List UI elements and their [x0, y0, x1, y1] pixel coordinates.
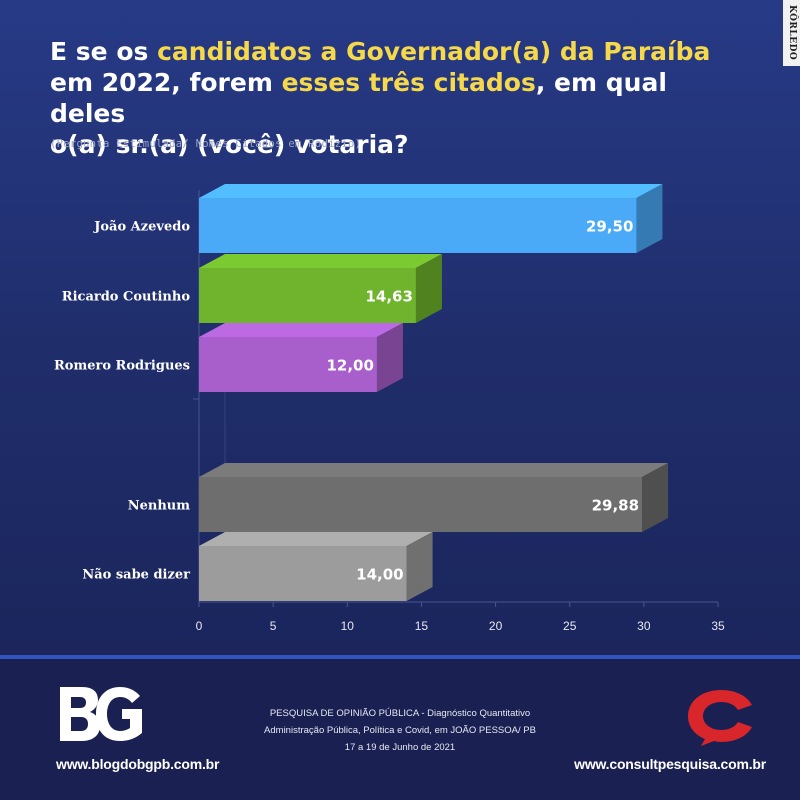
x-tick-label: 15	[415, 619, 429, 633]
bar-side-face	[415, 254, 442, 323]
title-part-1: E se os	[50, 37, 158, 66]
title-part-2: em 2022, forem	[50, 68, 282, 97]
bar-side-face	[636, 184, 663, 253]
data-label: 29,50	[586, 218, 633, 236]
category-label: João Azevedo	[93, 220, 190, 235]
bar-side-face	[376, 323, 403, 392]
data-label: 12,00	[326, 357, 373, 375]
title-highlight-2: esses três citados	[281, 68, 536, 97]
bar-side-face	[642, 463, 669, 532]
category-label: Romero Rodrigues	[54, 359, 190, 374]
bar-top-face	[199, 323, 403, 337]
survey-info-line-3: 17 a 19 de Junho de 2021	[344, 742, 456, 753]
title-part-4: o(a) sr.(a) (você) votaria?	[50, 130, 409, 159]
footer-divider	[0, 655, 800, 659]
x-tick-label: 5	[270, 619, 277, 633]
survey-info: PESQUISA DE OPINIÃO PÚBLICA - Diagnóstic…	[220, 705, 580, 756]
bar-top-face	[199, 254, 442, 268]
category-label: Nenhum	[128, 499, 191, 514]
site-left-link[interactable]: www.blogdobgpb.com.br	[56, 756, 220, 772]
chart-title: E se os candidatos a Governador(a) da Pa…	[50, 36, 750, 160]
bar	[199, 268, 416, 323]
watermark-stamp: KÔRLEDO	[783, 0, 800, 66]
data-label: 14,63	[365, 288, 412, 306]
category-label: Não sabe dizer	[82, 568, 190, 583]
data-label: 14,00	[356, 566, 403, 584]
data-label: 29,88	[592, 497, 639, 515]
title-highlight-1: candidatos a Governador(a) da Paraíba	[157, 37, 711, 66]
bar	[199, 477, 643, 532]
bar-top-face	[199, 532, 433, 546]
x-tick-label: 35	[711, 619, 725, 633]
x-tick-label: 20	[489, 619, 503, 633]
survey-info-line-2: Administração Pública, Política e Covid,…	[264, 725, 536, 736]
bar	[199, 337, 377, 392]
survey-info-line-1: PESQUISA DE OPINIÃO PÚBLICA - Diagnóstic…	[269, 708, 531, 719]
title-part-3: , em qual deles	[50, 68, 667, 128]
bar-side-face	[406, 532, 433, 601]
x-tick-label: 25	[563, 619, 577, 633]
bar	[199, 546, 407, 601]
x-tick-label: 10	[341, 619, 355, 633]
bg-logo-icon	[60, 687, 142, 741]
category-label: Ricardo Coutinho	[62, 290, 191, 305]
consult-logo-icon	[688, 690, 752, 746]
bar-chart: 29,50 João Azevedo 14,63 Ricardo Coutinho 12…	[54, 184, 725, 633]
site-right-link[interactable]: www.consultpesquisa.com.br	[574, 756, 766, 772]
chart-subtitle: (Pergunta Estimulada/ Nomes Citados em R…	[50, 138, 362, 150]
x-tick-label: 30	[637, 619, 651, 633]
bar-top-face	[199, 463, 669, 477]
bar	[199, 198, 637, 253]
x-tick-label: 0	[196, 619, 203, 633]
bar-top-face	[199, 184, 663, 198]
